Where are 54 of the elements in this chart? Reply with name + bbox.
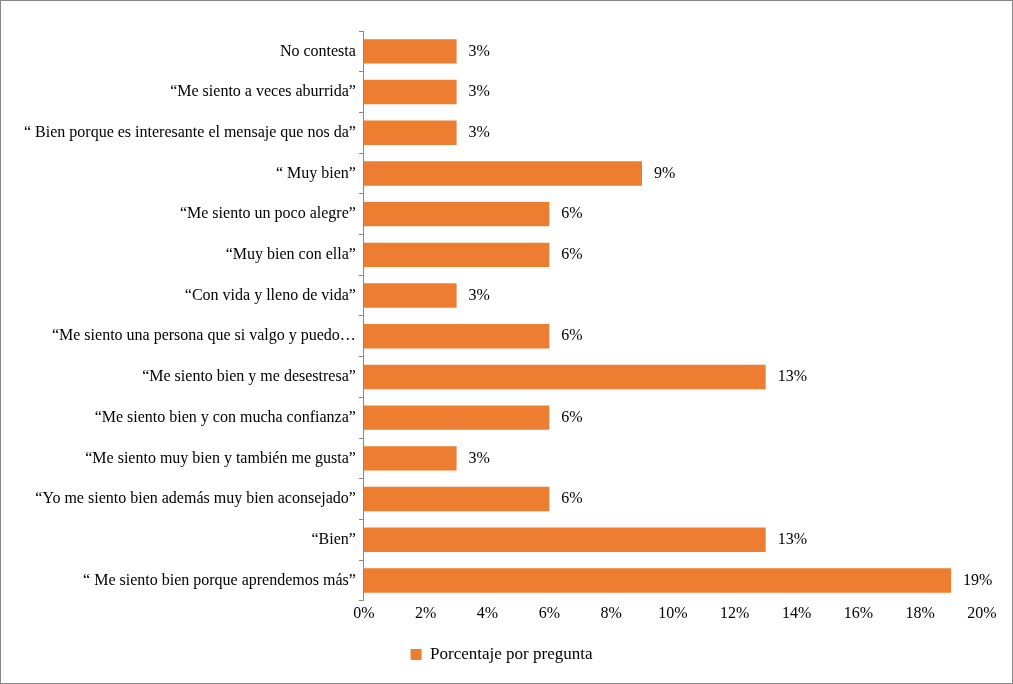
bar <box>363 120 457 145</box>
legend-label: Porcentaje por pregunta <box>430 643 593 663</box>
x-tick-label: 14% <box>781 603 812 621</box>
data-label: 3% <box>468 82 490 100</box>
data-label: 6% <box>561 489 583 507</box>
data-label: 3% <box>468 285 490 303</box>
data-label: 3% <box>468 122 490 140</box>
x-tick-label: 0% <box>353 603 375 621</box>
data-label: 6% <box>561 407 583 425</box>
y-tick-label: “Me siento a veces aburrida” <box>170 82 356 100</box>
x-tick-label: 18% <box>905 603 935 621</box>
x-tick-label: 8% <box>600 603 622 621</box>
y-tick-label: No contesta <box>279 41 356 59</box>
x-tick-label: 12% <box>720 603 750 621</box>
y-tick-label: “ Muy bien” <box>275 163 356 182</box>
y-tick-label: “Me siento bien y con mucha confianza” <box>94 407 356 426</box>
x-tick-label: 2% <box>415 603 437 621</box>
x-tick-label: 16% <box>843 603 874 621</box>
data-label: 13% <box>777 529 807 547</box>
y-tick-label: “Muy bien con ella” <box>225 245 356 264</box>
x-tick-label: 10% <box>658 603 688 621</box>
bar <box>363 161 643 186</box>
x-tick-label: 4% <box>476 603 499 621</box>
y-tick-label: “Me siento bien y me desestresa” <box>142 367 356 386</box>
data-label: 13% <box>777 367 807 385</box>
bar <box>363 486 550 512</box>
bar <box>363 527 766 552</box>
x-tick-label: 6% <box>538 603 560 621</box>
data-label: 3% <box>468 41 490 59</box>
data-label: 6% <box>561 326 583 344</box>
y-tick-label: “Con vida y lleno de vida” <box>184 285 356 304</box>
y-tick-label: “Me siento una persona que si valgo y puedo… <box>51 326 356 345</box>
y-tick-label: “Yo me siento bien además muy bien aconsejado” <box>35 489 356 508</box>
x-tick-label: 20% <box>967 603 997 621</box>
bar <box>363 324 550 349</box>
y-tick-label: “ Me siento bien porque aprendemos más” <box>83 570 356 589</box>
data-label: 19% <box>963 570 993 588</box>
y-tick-label: “ Bien porque es interesante el mensaje que nos da” <box>24 122 356 141</box>
y-tick-label: “Me siento muy bien y también me gusta” <box>85 448 356 467</box>
bar <box>363 79 457 105</box>
data-label: 3% <box>468 448 490 466</box>
bar <box>363 405 550 430</box>
y-tick-label: “Bien” <box>311 529 356 547</box>
bar <box>363 446 457 471</box>
data-label: 9% <box>654 163 676 181</box>
y-tick-label: “Me siento un poco alegre” <box>179 204 356 223</box>
data-label: 6% <box>561 204 583 222</box>
bar <box>363 242 550 268</box>
bar <box>363 201 550 227</box>
bar <box>363 39 457 64</box>
bar <box>363 283 457 308</box>
bar <box>363 364 766 390</box>
data-label: 6% <box>561 245 583 263</box>
bar <box>363 568 952 593</box>
